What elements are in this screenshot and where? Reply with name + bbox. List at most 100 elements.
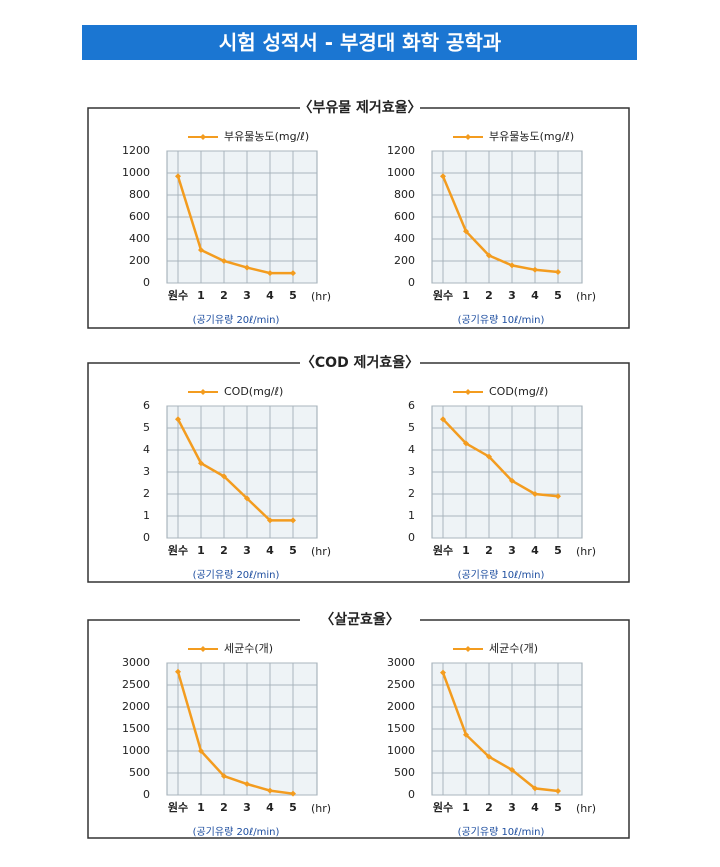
- point-marker: [440, 416, 446, 423]
- y-tick-label: 4: [408, 443, 415, 456]
- point-marker: [509, 766, 515, 773]
- series-line: [441, 175, 559, 274]
- x-tick-label: 원수: [433, 800, 453, 814]
- x-tick-label: 5: [289, 801, 297, 814]
- legend-label: 부유물농도(mg/ℓ): [224, 130, 309, 143]
- point-marker: [221, 473, 227, 480]
- y-tick-label: 2500: [387, 678, 415, 691]
- y-tick-label: 2: [143, 487, 150, 500]
- point-marker: [486, 753, 492, 760]
- x-tick-label: 원수: [433, 288, 453, 302]
- x-tick-label: 원수: [168, 288, 188, 302]
- legend-label: 세균수(개): [489, 642, 538, 655]
- x-tick-label: 1: [462, 544, 470, 557]
- x-tick-label: 2: [220, 801, 228, 814]
- point-marker: [290, 790, 296, 797]
- x-axis-label: (hr): [311, 290, 331, 303]
- point-marker: [555, 493, 561, 500]
- point-marker: [290, 270, 296, 277]
- x-tick-label: 4: [531, 544, 539, 557]
- point-marker: [509, 477, 515, 484]
- y-tick-label: 1000: [387, 744, 415, 757]
- y-tick-label: 0: [408, 276, 415, 289]
- y-tick-label: 400: [394, 232, 415, 245]
- y-tick-label: 800: [394, 188, 415, 201]
- point-marker: [267, 787, 273, 794]
- x-tick-label: 1: [462, 289, 470, 302]
- x-tick-label: 3: [508, 801, 516, 814]
- x-tick-label: 원수: [433, 543, 453, 557]
- point-marker: [198, 748, 204, 754]
- y-tick-label: 0: [408, 788, 415, 801]
- x-tick-label: 5: [554, 544, 562, 557]
- y-tick-label: 400: [129, 232, 150, 245]
- point-marker: [244, 781, 250, 787]
- x-tick-label: 원수: [168, 800, 188, 814]
- point-marker: [244, 264, 250, 271]
- section-title: 〈부유물 제거효율〉: [298, 99, 421, 116]
- y-tick-label: 600: [129, 210, 150, 223]
- y-tick-label: 3: [408, 465, 415, 478]
- legend-label: COD(mg/ℓ): [489, 385, 548, 398]
- x-tick-label: 4: [266, 544, 274, 557]
- point-marker: [532, 266, 538, 273]
- legend-label: 부유물농도(mg/ℓ): [489, 130, 574, 143]
- y-tick-label: 1000: [122, 166, 150, 179]
- y-tick-label: 2: [408, 487, 415, 500]
- point-marker: [555, 269, 561, 275]
- point-marker: [486, 453, 492, 460]
- point-marker: [221, 773, 227, 780]
- legend-marker: [465, 389, 471, 395]
- y-tick-label: 0: [143, 788, 150, 801]
- point-marker: [221, 258, 227, 264]
- x-tick-label: 4: [531, 289, 539, 302]
- point-marker: [463, 440, 469, 447]
- y-tick-label: 2000: [122, 700, 150, 713]
- point-marker: [463, 731, 469, 738]
- legend-marker: [200, 134, 206, 140]
- caption: (공기유량 20ℓ/min): [193, 314, 280, 326]
- caption: (공기유량 20ℓ/min): [193, 569, 280, 581]
- section-title-bg: [300, 354, 420, 372]
- y-tick-label: 3000: [387, 656, 415, 669]
- y-tick-label: 5: [143, 421, 150, 434]
- series-line: [442, 418, 559, 498]
- caption: (공기유량 10ℓ/min): [458, 826, 545, 838]
- x-axis-label: (hr): [576, 290, 596, 303]
- x-tick-label: 1: [197, 289, 205, 302]
- caption: (공기유량 20ℓ/min): [193, 826, 280, 838]
- series-line: [176, 175, 293, 275]
- x-tick-label: 5: [554, 289, 562, 302]
- y-tick-label: 5: [408, 421, 415, 434]
- x-axis-label: (hr): [576, 802, 596, 815]
- point-marker: [486, 252, 492, 259]
- y-tick-label: 0: [408, 531, 415, 544]
- section-title: 〈살균효율〉: [320, 611, 400, 628]
- point-marker: [175, 668, 181, 675]
- x-tick-label: 2: [485, 801, 493, 814]
- y-tick-label: 0: [143, 276, 150, 289]
- point-marker: [555, 788, 561, 795]
- point-marker: [175, 173, 181, 180]
- y-tick-label: 500: [394, 766, 415, 779]
- series-line: [176, 418, 293, 522]
- x-tick-label: 2: [485, 289, 493, 302]
- y-tick-label: 2500: [122, 678, 150, 691]
- point-marker: [175, 416, 181, 423]
- legend-label: COD(mg/ℓ): [224, 385, 283, 398]
- y-tick-label: 200: [394, 254, 415, 267]
- y-tick-label: 1200: [122, 144, 150, 157]
- point-marker: [267, 270, 273, 277]
- y-tick-label: 1500: [122, 722, 150, 735]
- series-line: [176, 671, 294, 795]
- point-marker: [244, 495, 250, 502]
- x-tick-label: 3: [508, 289, 516, 302]
- y-tick-label: 3000: [122, 656, 150, 669]
- x-tick-label: 5: [289, 289, 297, 302]
- point-marker: [509, 262, 515, 269]
- caption: (공기유량 10ℓ/min): [458, 314, 545, 326]
- x-tick-label: 2: [220, 544, 228, 557]
- section-title-bg: [300, 611, 420, 629]
- banner-title: 시험 성적서 - 부경대 화학 공학과: [219, 31, 502, 55]
